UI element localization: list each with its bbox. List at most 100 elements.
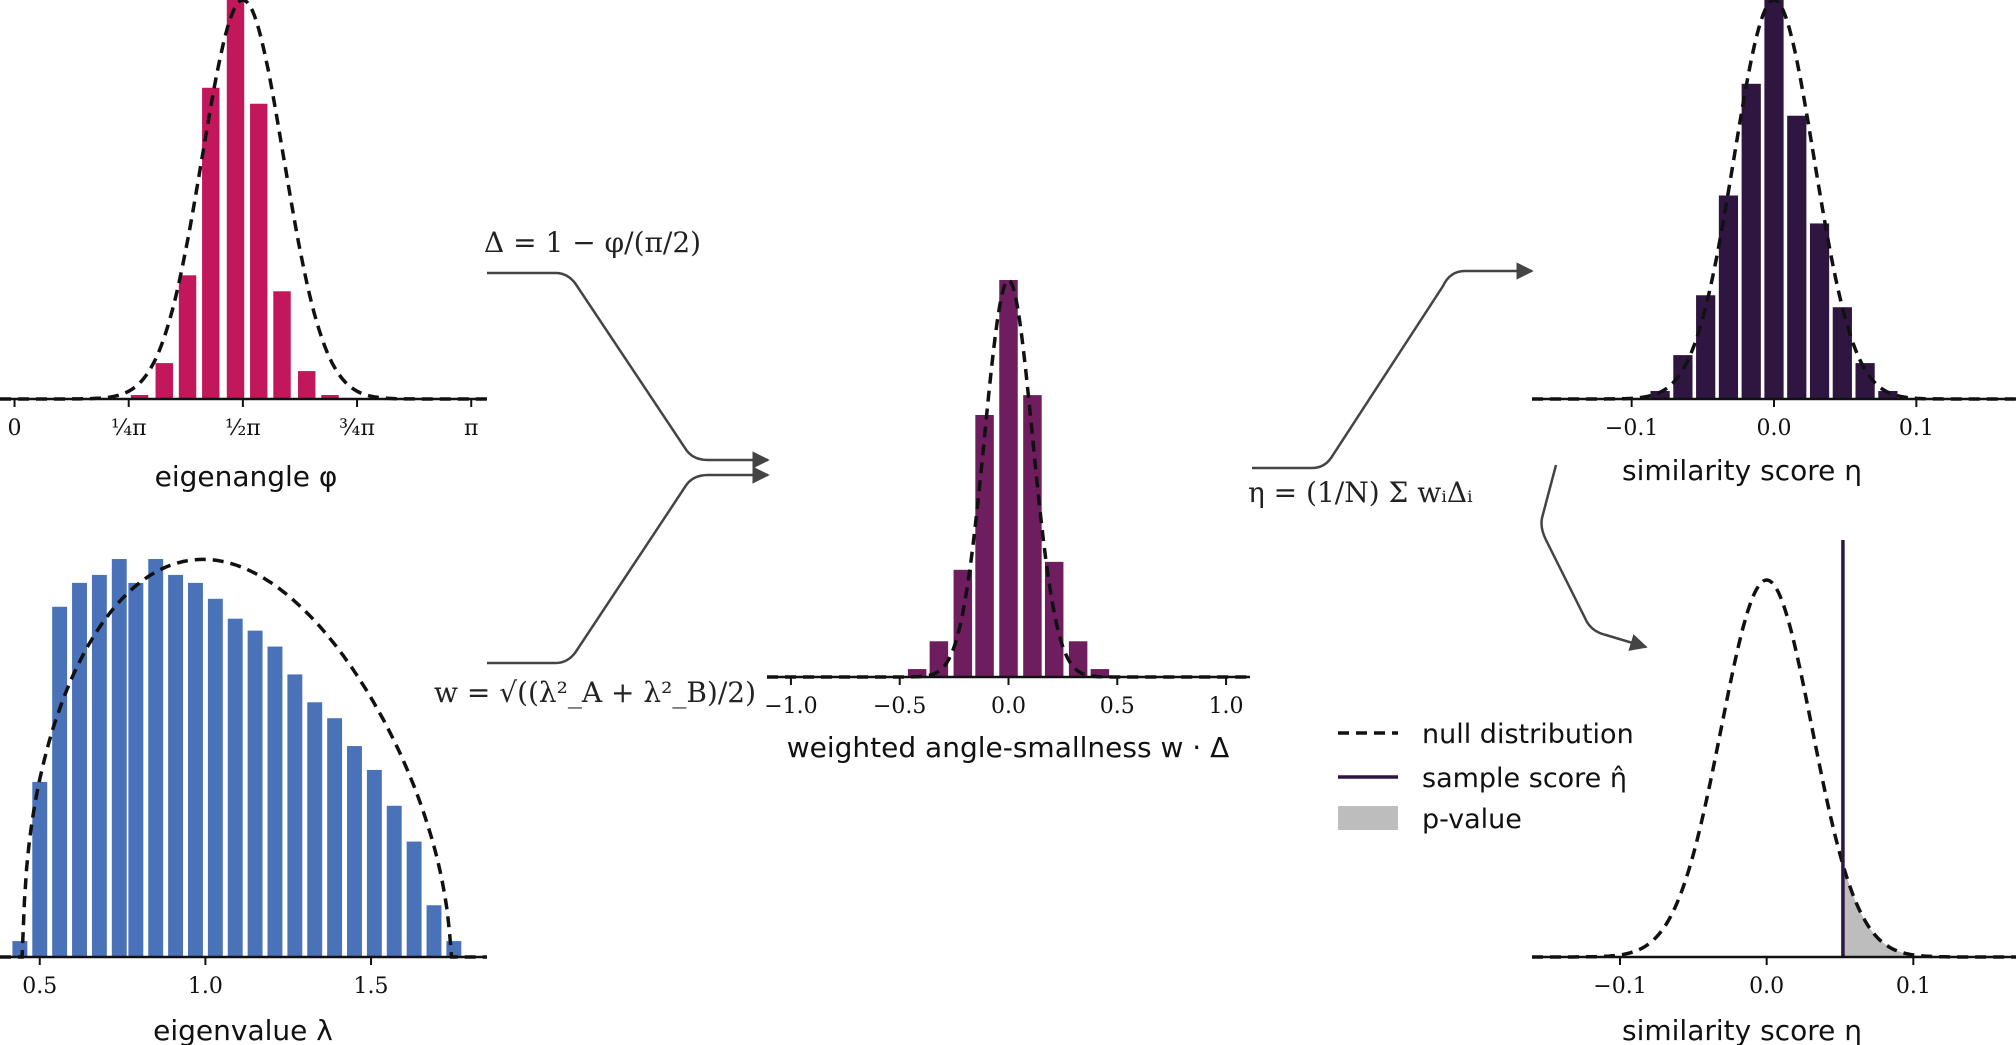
eta-formula: η = (1/N) Σ wᵢΔᵢ <box>1248 476 1473 509</box>
eigenvalue-bar <box>287 674 303 957</box>
flow-arrows <box>487 262 1648 665</box>
eigenvalue-bar <box>307 702 323 957</box>
weighted-ticks: −1.0 −0.5 0.0 0.5 1.0 <box>764 677 1244 719</box>
eigenangle-bar <box>130 395 149 399</box>
similarity-x-label: similarity score η <box>1622 454 1862 487</box>
eigenvalue-bar <box>207 598 223 957</box>
eigenangle-tick-label: ½π <box>225 416 261 441</box>
eigenangle-bar <box>155 363 173 399</box>
pvalue-tick-label: −0.1 <box>1593 974 1646 999</box>
eigenangle-bar <box>298 371 316 399</box>
similarity-tick-label: −0.1 <box>1605 416 1658 441</box>
similarity-bar <box>1855 363 1875 399</box>
eigenangle-bar <box>273 291 291 399</box>
weighted-bars <box>907 280 1110 677</box>
arrow-weighted-to-similarity <box>1252 262 1534 470</box>
legend-null-label: null distribution <box>1422 719 1634 750</box>
eigenangle-tick-label: ¼π <box>111 416 147 441</box>
eigenvalue-bar <box>111 559 127 957</box>
weighted-tick-label: 1.0 <box>1209 694 1244 719</box>
eigenvalue-bar <box>188 582 203 957</box>
pvalue-tick-label: 0.0 <box>1749 974 1784 999</box>
legend: null distribution sample score η̂ p-valu… <box>1338 719 1634 835</box>
eigenangle-tick-label: π <box>464 416 478 441</box>
similarity-bar <box>1787 115 1807 400</box>
similarity-bar <box>1673 355 1693 399</box>
eigenangle-x-label: eigenangle φ <box>155 460 338 493</box>
similarity-bar <box>1741 83 1761 399</box>
arrow-eigenvalue-to-weighted <box>487 466 770 665</box>
pvalue-x-label: similarity score η <box>1622 1014 1862 1045</box>
similarity-bar <box>1764 0 1784 399</box>
eigenvalue-bar <box>386 805 402 957</box>
similarity-bars <box>1650 0 1898 400</box>
w-formula: w = √((λ²_A + λ²_B)/2) <box>434 676 756 709</box>
legend-sample-label: sample score η̂ <box>1422 763 1627 794</box>
similarity-ticks: −0.1 0.0 0.1 <box>1605 399 1934 441</box>
weighted-tick-label: 0.0 <box>991 694 1026 719</box>
weighted-x-label: weighted angle-smallness w · Δ <box>787 731 1229 764</box>
pvalue-ticks: −0.1 0.0 0.1 <box>1593 957 1931 999</box>
eigenangle-bars <box>130 0 339 400</box>
weighted-bar <box>1068 641 1088 677</box>
eigenangle-ticks: 0 ¼π ½π ¾π π <box>8 399 478 441</box>
eigenvalue-bar <box>148 559 164 957</box>
weighted-bar <box>929 641 949 677</box>
pvalue-tick-label: 0.1 <box>1896 974 1931 999</box>
weighted-histogram: −1.0 −0.5 0.0 0.5 1.0 weighted angle-smallne… <box>764 277 1250 764</box>
eigenvalue-bar <box>347 746 362 957</box>
arrow-angle-to-weighted <box>487 271 770 469</box>
similarity-bar <box>1832 307 1852 399</box>
weighted-tick-label: 0.5 <box>1100 694 1135 719</box>
eigenvalue-bar <box>32 781 48 957</box>
pvalue-shaded-area <box>1842 864 2016 957</box>
eigenvalue-bar <box>168 574 184 957</box>
eigenvalue-bar <box>12 941 28 957</box>
eigenvalue-bar <box>128 582 144 957</box>
eigenvalue-tick-label: 0.5 <box>22 974 57 999</box>
eigenvalue-bar <box>227 618 243 957</box>
eigenangle-bar <box>202 87 220 399</box>
weighted-tick-label: −0.5 <box>873 694 926 719</box>
delta-formula: Δ = 1 − φ/(π/2) <box>484 226 701 259</box>
eigenvalue-bar <box>366 769 382 957</box>
similarity-bar <box>1650 391 1670 399</box>
eigenvalue-bar <box>91 574 107 957</box>
eigenvalue-bar <box>406 841 422 957</box>
similarity-bar <box>1696 295 1716 399</box>
eigenangle-tick-label: 0 <box>8 416 22 441</box>
eigenangle-tick-label: ¾π <box>339 416 375 441</box>
eigenangle-histogram: 0 ¼π ½π ¾π π eigenangle φ <box>0 0 487 493</box>
weighted-bar <box>1023 395 1042 677</box>
arrow-similarity-to-pvalue <box>1540 464 1648 651</box>
similarity-bar <box>1718 195 1739 399</box>
eigenvalue-bar <box>52 606 68 957</box>
eigenangle-bar <box>226 0 245 399</box>
eigenvalue-bar <box>267 646 283 957</box>
eigenangle-bar <box>321 395 339 399</box>
weighted-bar <box>953 569 973 677</box>
weighted-tick-label: −1.0 <box>764 694 817 719</box>
similarity-histogram: −0.1 0.0 0.1 similarity score η <box>1532 0 2016 487</box>
eigenangle-bar <box>178 275 197 399</box>
eigenvalue-histogram: 0.5 1.0 1.5 eigenvalue λ <box>0 557 487 1045</box>
eigenvalue-bar <box>247 630 263 957</box>
eigenvalue-tick-label: 1.0 <box>188 974 223 999</box>
weighted-bar <box>907 669 927 677</box>
eigenvalue-tick-label: 1.5 <box>354 974 389 999</box>
pvalue-plot: −0.1 0.0 0.1 similarity score η <box>1532 540 2016 1045</box>
weighted-bar <box>1090 669 1110 677</box>
eigenvalue-bar <box>426 905 442 957</box>
eigenvalue-bar <box>327 718 343 957</box>
legend-pvalue-label: p-value <box>1422 804 1522 835</box>
weighted-bar <box>999 280 1018 677</box>
similarity-bar <box>1878 391 1898 399</box>
similarity-bar <box>1809 223 1830 399</box>
eigenvalue-bars <box>12 559 462 957</box>
eigenvalue-ticks: 0.5 1.0 1.5 <box>22 957 389 999</box>
legend-pvalue-swatch <box>1338 806 1398 830</box>
eigenvalue-x-label: eigenvalue λ <box>153 1014 333 1045</box>
eigenvalue-density-curve <box>0 557 487 959</box>
eigenangle-bar <box>250 103 268 400</box>
